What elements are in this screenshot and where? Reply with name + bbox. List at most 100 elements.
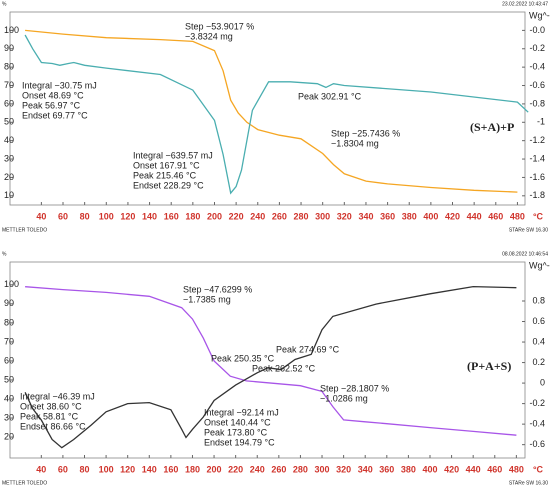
x-tick-label: 420 [444,464,459,474]
footer-right: STARe SW 16.30 [509,480,548,486]
x-tick-label: 460 [488,211,503,221]
x-tick-label: 40 [36,211,46,221]
header-unit: % [2,1,7,7]
x-tick-label: 160 [164,211,179,221]
x-tick-label: 100 [99,211,114,221]
x-tick-label: 240 [250,464,265,474]
annotation: Integral −639.57 mJ [133,150,213,160]
y-tick-label: 60 [4,98,14,108]
y2-axis-label: Wg^-1 [529,10,550,20]
x-tick-label: 360 [379,464,394,474]
x-tick-label: 360 [380,211,395,221]
x-tick-label: 220 [229,211,244,221]
annotation: Step −25.7436 % [331,128,400,138]
x-tick-label: 100 [99,464,114,474]
x-tick-label: 440 [466,464,481,474]
footer-left: METTLER TOLEDO [2,227,47,233]
y-tick-label: 50 [4,117,14,127]
annotation: −1.7385 mg [183,294,231,304]
y2-tick-label: 0 [540,377,545,387]
y-tick-label: 90 [4,43,14,53]
annotation: Integral −46.39 mJ [20,391,95,401]
x-tick-label: 180 [185,464,200,474]
y2-tick-label: -0.2 [529,43,545,53]
x-tick-label: 60 [58,464,68,474]
annotation: Endset 69.77 °C [22,110,88,120]
x-tick-label: 160 [163,464,178,474]
y2-tick-label: -1.2 [529,135,545,145]
y2-tick-label: -0.4 [529,419,545,429]
y2-axis-label: Wg^-1 [529,260,550,270]
y-tick-label: 90 [4,298,14,308]
sample-label: (S+A)+P [470,120,514,134]
header-unit: % [2,251,7,257]
x-tick-label: 460 [487,464,502,474]
x-tick-label: 120 [120,211,135,221]
x-tick-label: 140 [142,211,157,221]
y2-tick-label: -0.4 [529,62,545,72]
x-tick-label: 40 [36,464,46,474]
x-tick-label: 320 [336,464,351,474]
x-tick-label: 80 [80,211,90,221]
header-date: 23.02.2022 10:43:47 [502,1,548,7]
x-tick-label: 380 [401,464,416,474]
annotation: Endset 228.29 °C [133,180,204,190]
annotation: −1.8304 mg [331,138,379,148]
x-tick-label: 340 [358,211,373,221]
x-tick-label: 400 [422,464,437,474]
y-tick-label: 100 [4,279,19,289]
y-tick-label: 70 [4,336,14,346]
x-tick-label: 260 [272,211,287,221]
y2-tick-label: -0.2 [529,398,545,408]
y-tick-label: 20 [4,172,14,182]
x-tick-label: 120 [120,464,135,474]
y2-tick-label: -1 [537,117,545,127]
y-tick-label: 10 [4,190,14,200]
annotation: Peak 56.97 °C [22,100,81,110]
x-tick-label: 400 [423,211,438,221]
annotation: Onset 140.44 °C [204,417,271,427]
y2-tick-label: -0.6 [529,439,545,449]
plot-frame [9,11,526,206]
annotation: Onset 167.91 °C [133,160,200,170]
y-tick-label: 40 [4,393,14,403]
y-tick-label: 80 [4,62,14,72]
y2-tick-label: -1.8 [529,190,545,200]
annotation: Peak 262.52 °C [252,363,316,373]
x-tick-label: 380 [402,211,417,221]
annotation: Peak 173.80 °C [204,427,268,437]
y2-tick-label: 0.4 [532,336,545,346]
annotation: Peak 250.35 °C [211,353,275,363]
y2-tick-label: 0.8 [532,295,545,305]
plot-frame [9,261,526,459]
x-tick-label: 320 [337,211,352,221]
x-axis-label: °C [533,211,544,221]
x-tick-label: 140 [142,464,157,474]
x-tick-label: 200 [207,211,222,221]
x-tick-label: 300 [315,211,330,221]
series-line [25,286,517,436]
y-tick-label: 60 [4,355,14,365]
x-tick-label: 240 [250,211,265,221]
x-tick-label: 300 [315,464,330,474]
y-tick-label: 80 [4,317,14,327]
x-axis-label: °C [533,464,544,474]
series-line [24,34,529,195]
series-line [25,29,518,193]
x-tick-label: 220 [228,464,243,474]
y-tick-label: 30 [4,412,14,422]
x-tick-label: 200 [207,464,222,474]
x-tick-label: 440 [467,211,482,221]
annotation: Integral −92.14 mJ [204,407,279,417]
y-tick-label: 50 [4,374,14,384]
series-line [24,285,517,449]
annotation: Peak 215.46 °C [133,170,197,180]
y2-tick-label: 0.6 [532,316,545,326]
x-tick-label: 420 [445,211,460,221]
x-tick-label: 480 [510,211,525,221]
y2-tick-label: -1.4 [529,153,545,163]
y2-tick-label: -0.8 [529,98,545,108]
header-date: 08.08.2022 10:46:54 [502,251,548,257]
x-tick-label: 280 [294,211,309,221]
